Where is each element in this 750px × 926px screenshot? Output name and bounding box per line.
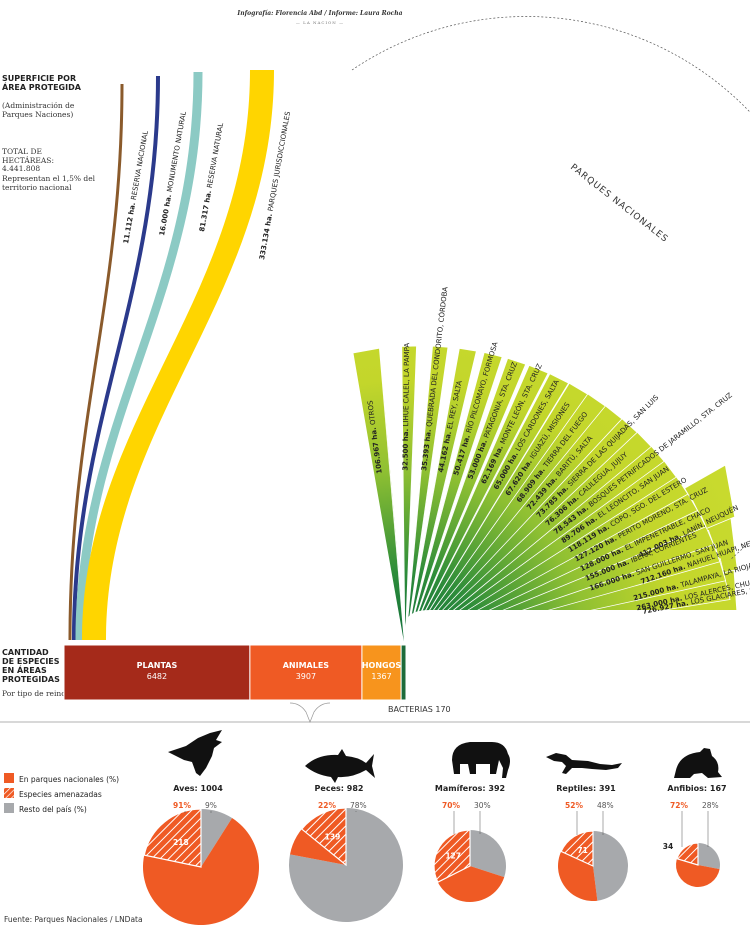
- legend-item-parks: En parques nacionales (%): [4, 773, 119, 788]
- total-hectares-label: TOTAL DE HECTÁREAS:: [2, 147, 54, 165]
- pie-title: Aves: 1004: [173, 784, 223, 793]
- pie-slice-rest: [201, 809, 233, 867]
- park-band: [404, 352, 503, 651]
- legend-swatch-parks: [4, 773, 14, 783]
- species-value-hongos: 1367: [371, 672, 391, 681]
- publisher-mark: — LA NACION —: [295, 20, 345, 25]
- legend-swatch-threatened: [4, 788, 14, 798]
- park-band: [404, 345, 449, 651]
- lizard-icon: [546, 753, 622, 774]
- legend-label-rest: Resto del país (%): [19, 805, 87, 814]
- pie-slice-threatened: [143, 808, 202, 868]
- bird-icon: [168, 730, 222, 776]
- pie-slice-threatened: [300, 807, 347, 867]
- area-band-3: [82, 70, 274, 640]
- pie-title: Reptiles: 391: [556, 784, 616, 793]
- pie-slice-rest: [470, 830, 506, 878]
- park-band: [404, 357, 527, 651]
- pie-title: Anfibios: 167: [667, 784, 726, 793]
- pie-parks-pct: 91%: [173, 801, 191, 810]
- pie-legend: En parques nacionales (%) Especies amena…: [4, 773, 119, 818]
- park-band: [404, 347, 477, 651]
- elephant-icon: [452, 742, 510, 778]
- pie-title: Mamíferos: 392: [435, 784, 505, 793]
- pie-title: Peces: 982: [315, 784, 364, 793]
- pie-threatened-count: 71: [577, 846, 587, 855]
- frog-icon: [674, 748, 722, 778]
- species-value-plantas: 6482: [147, 672, 167, 681]
- pie-rest-pct: 30%: [474, 801, 491, 810]
- bacteria-label: BACTERIAS 170: [388, 705, 451, 714]
- area-band-1: [72, 76, 160, 640]
- species-label-animales: ANIMALES: [283, 661, 330, 670]
- pie-threatened-count: 127: [445, 852, 461, 861]
- pie-rest-pct: 28%: [702, 801, 719, 810]
- legend-label-threatened: Especies amenazadas: [19, 790, 102, 799]
- area-chart-title: SUPERFICIE POR ÁREA PROTEGIDA: [2, 74, 81, 92]
- parks-group-label: PARQUES NACIONALES: [568, 162, 670, 245]
- area-band-0: [68, 84, 124, 640]
- area-band-2: [75, 72, 203, 640]
- source-note: Fuente: Parques Nacionales / LNData: [4, 915, 143, 924]
- pie-parks-pct: 22%: [318, 801, 336, 810]
- pie-threatened-count: 218: [173, 838, 189, 847]
- legend-item-threatened: Especies amenazadas: [4, 788, 119, 803]
- park-label: 32.500 ha. LIHUE CALEL, LA PAMPA: [401, 343, 411, 471]
- species-label-plantas: PLANTAS: [137, 661, 178, 670]
- credits-line: Infografía: Florencia Abd / Informe: Lau…: [237, 10, 403, 17]
- species-chart-subtitle: Por tipo de reino: [2, 689, 66, 698]
- species-value-animales: 3907: [296, 672, 316, 681]
- pie-slice-rest: [593, 831, 629, 901]
- pie-parks-pct: 70%: [442, 801, 460, 810]
- fauna-pie-charts: Aves: 1004 91% 9% 218 Peces: 982 22% 78% 139 Mam…: [143, 784, 727, 925]
- legend-swatch-rest: [4, 803, 14, 813]
- species-chart-title: CANTIDAD DE ESPECIES EN ÁREAS PROTEGIDAS: [2, 648, 60, 684]
- pie-rest-pct: 48%: [597, 801, 614, 810]
- fan-base-mask: [405, 610, 750, 650]
- species-bar-plantas: [63, 644, 251, 701]
- pie-parks-pct: 52%: [565, 801, 583, 810]
- pie-slice-rest: [698, 843, 720, 870]
- pie-threatened-count: 34: [663, 842, 673, 851]
- park-band: [404, 373, 570, 651]
- fish-icon: [305, 749, 375, 783]
- pie-slice-threatened: [560, 830, 594, 867]
- section-bracket: [289, 702, 331, 723]
- pie-rest-pct: 9%: [205, 801, 217, 810]
- area-band-label-2: 81.317 ha. RESERVA NATURAL: [198, 122, 225, 232]
- total-hectares-note: Representan el 1,5% del territorio nacio…: [2, 174, 96, 192]
- pie-threatened-count: 139: [325, 833, 341, 842]
- species-bar-chart: PLANTAS 6482 ANIMALES 3907 HONGOS 1367 BACTERI…: [63, 644, 451, 714]
- legend-item-rest: Resto del país (%): [4, 803, 119, 818]
- pie-parks-pct: 72%: [670, 801, 688, 810]
- park-band: [401, 345, 417, 651]
- species-label-hongos: HONGOS: [362, 661, 402, 670]
- legend-label-parks: En parques nacionales (%): [19, 775, 120, 784]
- pie-rest-pct: 78%: [350, 801, 367, 810]
- park-band: [352, 347, 406, 651]
- species-bar-bacterias: [400, 644, 407, 701]
- pie-slice-threatened: [676, 842, 699, 866]
- species-bar-hongos: [361, 644, 402, 701]
- area-chart-subtitle: (Administración de Parques Naciones): [2, 101, 75, 119]
- species-bar-animales: [249, 644, 363, 701]
- pie-slice-threatened: [433, 829, 471, 883]
- total-hectares-value: 4.441.808: [2, 164, 41, 173]
- animal-icons: [168, 730, 722, 783]
- park-band: [404, 364, 549, 651]
